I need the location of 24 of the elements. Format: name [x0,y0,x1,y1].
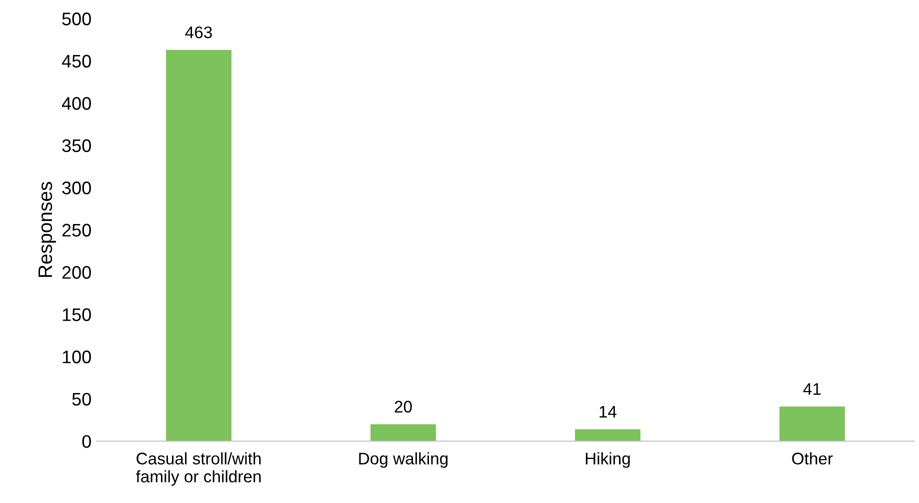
y-tick-label: 450 [62,54,91,68]
y-tick-label: 100 [62,350,91,364]
bar [574,429,640,442]
y-tick-label: 150 [62,308,91,322]
data-label: 463 [185,26,212,38]
bar [779,406,845,442]
x-tick-label: Other [792,452,833,464]
data-label: 20 [394,400,412,413]
y-tick-label: 50 [72,392,91,406]
bar [370,424,436,442]
x-tick-label: Hiking [586,452,630,468]
y-tick-label: 0 [82,435,91,448]
x-tick-label: Casual stroll/with family or children [136,452,261,486]
bar [166,50,232,442]
y-tick-label: 350 [62,139,91,152]
y-tick-label: 250 [62,224,91,237]
y-tick-label: 400 [62,97,91,110]
x-tick-label: Dog walking [359,452,448,468]
data-label: 41 [803,383,821,395]
y-tick-label: 200 [62,266,91,279]
data-label: 14 [600,406,616,418]
y-axis-title: Responses [38,182,56,277]
y-tick-label: 500 [62,12,91,26]
y-tick-label: 300 [62,182,91,194]
